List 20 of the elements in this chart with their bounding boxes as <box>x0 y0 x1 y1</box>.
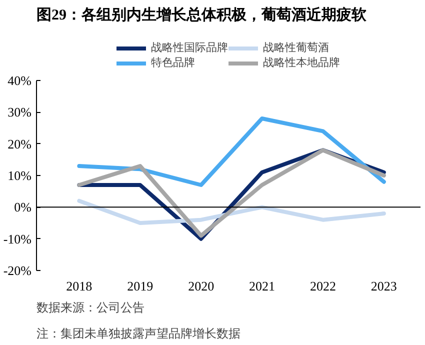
x-tick-label: 2021 <box>249 278 276 294</box>
x-tick-label: 2023 <box>370 278 397 294</box>
y-tick-label: -10% <box>3 231 32 246</box>
x-tick-label: 2020 <box>188 278 214 294</box>
text: 注：集团未单独披露声望品牌增长数据 <box>36 326 240 340</box>
legend-label: 战略性葡萄酒 <box>263 40 329 55</box>
y-tick-label: 10% <box>8 168 32 183</box>
x-tick-label: 2019 <box>127 278 154 294</box>
source-note: 数据来源：公司公告 <box>36 300 144 314</box>
chart-title: 图29：各组别内生增长总体积极，葡萄酒近期疲软 <box>36 6 368 24</box>
y-tick-label: 0% <box>14 200 32 215</box>
y-tick-label: 40% <box>8 73 32 88</box>
legend-label: 特色品牌 <box>151 56 195 70</box>
legend-label: 战略性本地品牌 <box>263 56 340 70</box>
y-tick-label: 30% <box>8 104 32 120</box>
x-tick-label: 2022 <box>310 278 336 294</box>
x-tick-label: 2018 <box>66 278 92 294</box>
y-tick-label: -20% <box>3 263 32 278</box>
legend-label: 战略性国际品牌 <box>151 41 228 55</box>
y-tick-label: 20% <box>8 136 32 152</box>
